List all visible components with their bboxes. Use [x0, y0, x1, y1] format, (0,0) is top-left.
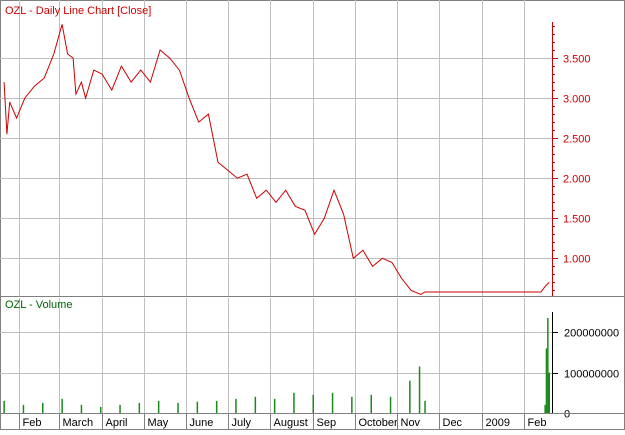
volume-bar: [389, 396, 392, 413]
price-y-tick-label: 1.000: [563, 254, 591, 266]
volume-bar: [138, 402, 141, 413]
x-tick-label: April: [106, 417, 128, 429]
x-tick-label: October: [359, 417, 398, 429]
price-chart-title: OZL - Daily Line Chart [Close]: [5, 5, 151, 17]
volume-bar: [22, 404, 25, 413]
x-tick-label: Nov: [401, 417, 421, 429]
volume-bar: [418, 366, 421, 413]
price-y-axis: 1.000 1.500 2.000 2.500 3.000 3.500: [552, 22, 591, 296]
price-y-tick-label: 3.500: [563, 54, 591, 66]
price-panel: 1.000 1.500 2.000 2.500 3.000 3.500 OZL - Dai…: [0, 0, 591, 296]
price-y-tick-label: 3.000: [563, 94, 591, 106]
volume-y-axis: 0 100000000 200000000: [552, 312, 619, 421]
x-tick-label: Feb: [23, 417, 42, 429]
volume-bar: [254, 396, 257, 413]
x-tick-label: May: [148, 417, 169, 429]
price-y-tick-label: 1.500: [563, 214, 591, 226]
volume-bar: [409, 380, 411, 413]
volume-bar: [100, 406, 102, 413]
volume-bar: [196, 401, 199, 413]
volume-bar: [547, 318, 549, 413]
volume-bar: [235, 398, 237, 413]
volume-bar: [215, 400, 218, 413]
volume-bar: [548, 372, 550, 413]
volume-bar: [351, 396, 353, 413]
volume-bar: [157, 400, 160, 413]
x-tick-label: March: [63, 417, 94, 429]
price-series-line: [3, 24, 550, 295]
volume-bar: [3, 400, 5, 413]
x-tick-label: August: [274, 417, 308, 429]
volume-bar: [177, 402, 179, 413]
price-y-tick-label: 2.000: [563, 174, 591, 186]
volume-bar: [424, 400, 426, 413]
price-grid: [0, 0, 552, 296]
volume-chart-title: OZL - Volume: [5, 299, 72, 311]
volume-bar: [119, 404, 121, 413]
volume-bar: [42, 402, 44, 413]
x-tick-label: 2009: [486, 417, 510, 429]
x-tick-label: Sep: [317, 417, 337, 429]
volume-panel: 0 100000000 200000000 OZL - Volume: [0, 298, 619, 421]
volume-bar: [545, 348, 548, 413]
x-axis: Feb March April May June July August Sep October…: [19, 413, 547, 430]
volume-bar: [370, 394, 372, 413]
volume-bar: [312, 394, 314, 413]
volume-bars: [3, 318, 550, 413]
volume-bar: [80, 404, 83, 413]
volume-y-tick-label: 0: [564, 409, 570, 421]
price-y-tick-label: 2.500: [563, 134, 591, 146]
volume-bar: [61, 398, 63, 413]
x-tick-label: July: [232, 417, 252, 429]
volume-y-tick-label: 100000000: [564, 369, 619, 381]
x-tick-label: Feb: [528, 417, 547, 429]
volume-bar: [293, 392, 295, 413]
x-tick-label: Dec: [443, 417, 463, 429]
volume-bar: [331, 392, 334, 413]
volume-y-tick-label: 200000000: [564, 328, 619, 340]
x-tick-label: June: [190, 417, 214, 429]
volume-bar: [544, 404, 546, 413]
volume-bar: [273, 398, 276, 413]
